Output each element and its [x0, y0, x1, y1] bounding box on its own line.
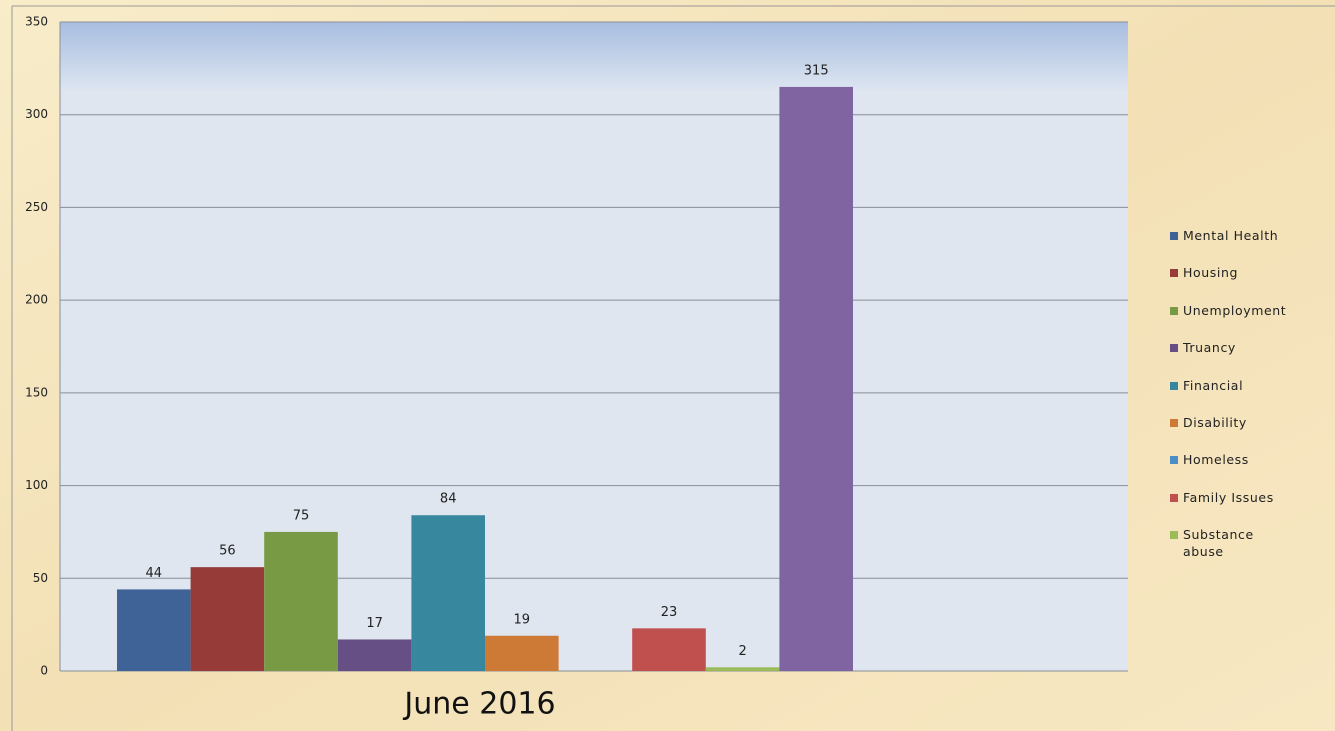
- legend-item: Family Issues: [1170, 490, 1330, 527]
- y-tick-label: 350: [25, 15, 48, 29]
- bar: [485, 635, 559, 671]
- bar: [337, 639, 412, 671]
- bar: [779, 86, 853, 671]
- bar: [117, 589, 191, 671]
- legend-label: Financial: [1183, 377, 1244, 393]
- data-label: 56: [219, 544, 236, 559]
- bar: [705, 667, 780, 671]
- legend: Mental Health Housing Unemployment Truancy F…: [1170, 228, 1330, 565]
- y-tick-label: 100: [25, 478, 48, 492]
- legend-swatch: [1170, 232, 1178, 240]
- plot-highlight: [60, 22, 1128, 90]
- data-label: 315: [804, 63, 829, 78]
- data-label: 84: [440, 492, 457, 507]
- data-label: 17: [366, 616, 383, 631]
- data-label: 75: [293, 508, 310, 523]
- legend-label: Family Issues: [1183, 489, 1274, 505]
- y-tick-label: 0: [40, 664, 48, 678]
- legend-item: Housing: [1170, 265, 1330, 302]
- legend-item: Homeless: [1170, 452, 1330, 489]
- legend-label: Truancy: [1183, 340, 1236, 356]
- legend-swatch: [1170, 531, 1178, 540]
- y-tick-label: 150: [25, 385, 48, 399]
- data-label: 19: [514, 612, 531, 627]
- legend-swatch: [1170, 456, 1178, 465]
- y-tick-label: 250: [25, 200, 48, 214]
- legend-label: Homeless: [1183, 452, 1249, 468]
- legend-item: Disability: [1170, 415, 1330, 452]
- legend-item: Mental Health: [1170, 228, 1330, 265]
- data-label: 2: [738, 644, 746, 659]
- data-label: 44: [146, 566, 163, 581]
- y-tick-label: 300: [25, 107, 48, 121]
- bar: [632, 628, 706, 671]
- legend-label: Housing: [1183, 265, 1239, 281]
- legend-swatch: [1170, 493, 1178, 502]
- legend-label: Disability: [1183, 414, 1247, 430]
- legend-swatch: [1170, 381, 1178, 390]
- legend-label: Unemployment: [1183, 302, 1287, 318]
- x-tick-label: June 2016: [402, 687, 555, 722]
- data-label: 23: [661, 605, 678, 620]
- legend-swatch: [1170, 306, 1178, 315]
- bar: [190, 567, 265, 671]
- legend-item: Substance abuse: [1170, 527, 1330, 564]
- y-tick-label: 50: [33, 571, 48, 585]
- legend-swatch: [1170, 344, 1178, 353]
- legend-label: Substance abuse: [1183, 527, 1254, 560]
- bar: [264, 531, 338, 671]
- plot-area: [60, 22, 1128, 671]
- legend-label: Mental Health: [1183, 228, 1279, 243]
- legend-swatch: [1170, 269, 1178, 278]
- y-tick-label: 200: [25, 293, 48, 307]
- bar: [411, 515, 485, 671]
- legend-swatch: [1170, 418, 1178, 427]
- legend-item: Truancy: [1170, 340, 1330, 377]
- legend-item: Unemployment: [1170, 303, 1330, 340]
- legend-item: Financial: [1170, 378, 1330, 415]
